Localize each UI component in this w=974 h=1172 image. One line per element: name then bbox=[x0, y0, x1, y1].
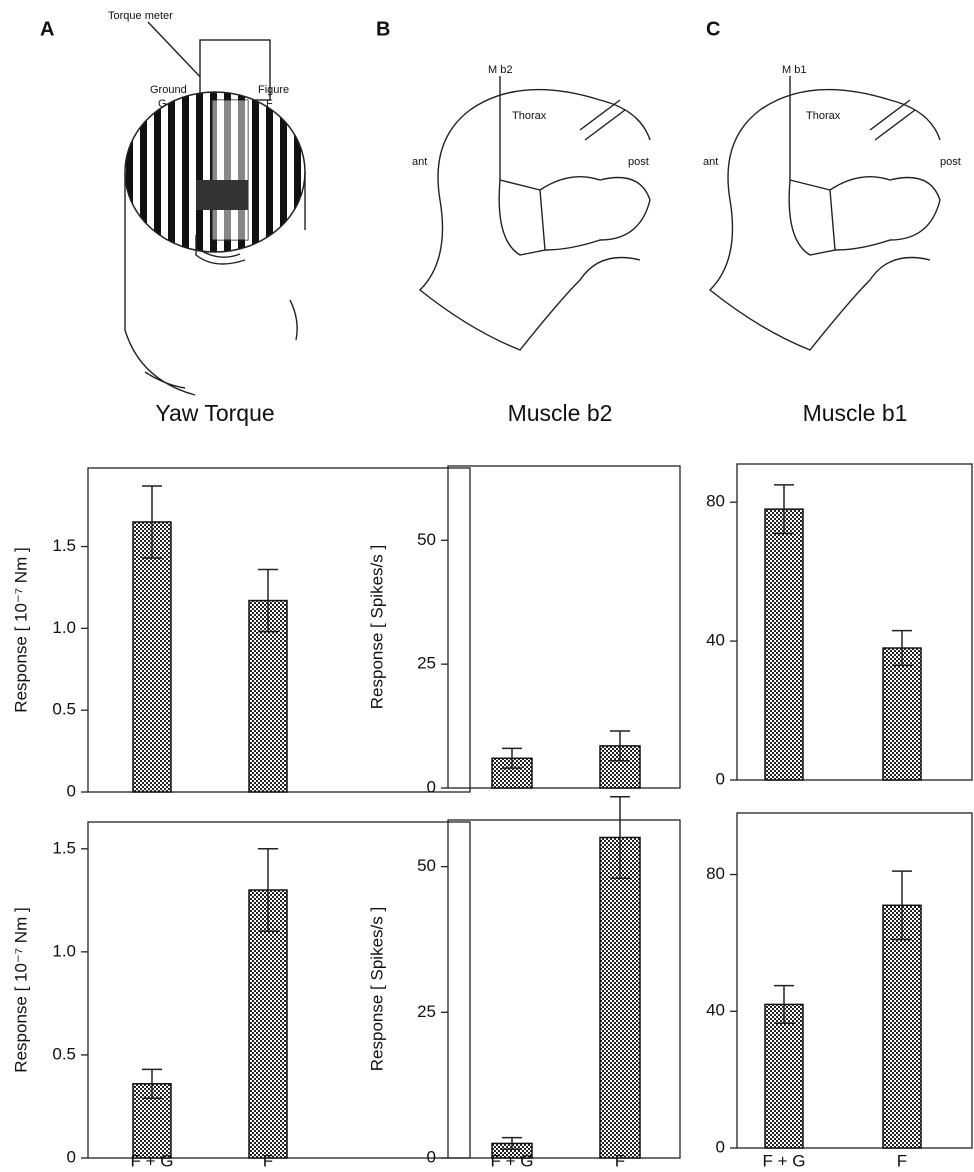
y-tick-label: 25 bbox=[417, 654, 436, 673]
diagram-label: Thorax bbox=[512, 110, 547, 122]
y-tick-label: 1.0 bbox=[52, 618, 76, 637]
y-tick-label: 1.5 bbox=[52, 536, 76, 555]
y-axis-label: Response [ Spikes/s ] bbox=[367, 545, 386, 709]
bar bbox=[883, 905, 921, 1148]
diagram-label: G bbox=[158, 98, 167, 110]
y-tick-label: 0 bbox=[67, 781, 76, 800]
diagram-label: M b2 bbox=[488, 64, 512, 76]
y-tick-label: 50 bbox=[417, 530, 436, 549]
y-tick-label: 0 bbox=[67, 1147, 76, 1166]
y-tick-label: 80 bbox=[706, 864, 725, 883]
diagram-label: ant bbox=[703, 156, 718, 168]
panel-letter: C bbox=[706, 18, 720, 40]
x-tick-label: F + G bbox=[763, 1151, 806, 1170]
y-tick-label: 1.0 bbox=[52, 941, 76, 960]
diagram-label: Figure bbox=[258, 84, 289, 96]
panel-title: Muscle b2 bbox=[508, 400, 613, 426]
bar bbox=[765, 1004, 803, 1148]
diagram-label: Thorax bbox=[806, 110, 841, 122]
x-tick-label: F bbox=[897, 1151, 907, 1170]
y-tick-label: 40 bbox=[706, 631, 725, 650]
diagram-label: ant bbox=[412, 156, 427, 168]
x-tick-label: F bbox=[263, 1151, 273, 1170]
bar bbox=[133, 522, 171, 792]
plot-frame bbox=[448, 466, 680, 788]
bar bbox=[765, 509, 803, 780]
bar bbox=[883, 648, 921, 780]
panel-title: Muscle b1 bbox=[803, 400, 908, 426]
y-tick-label: 0 bbox=[427, 1147, 436, 1166]
panel-letter: B bbox=[376, 18, 390, 40]
torque-apparatus bbox=[125, 22, 305, 395]
y-tick-label: 1.5 bbox=[52, 838, 76, 857]
y-tick-label: 0 bbox=[716, 1137, 725, 1156]
y-axis-label: Response [ 10⁻⁷ Nm ] bbox=[11, 547, 30, 712]
diagram-label: post bbox=[628, 156, 649, 168]
y-tick-label: 50 bbox=[417, 856, 436, 875]
bar bbox=[600, 837, 640, 1158]
diagram-label: M b1 bbox=[782, 64, 806, 76]
x-tick-label: F + G bbox=[491, 1151, 534, 1170]
x-tick-label: F bbox=[615, 1151, 625, 1170]
y-axis-label: Response [ Spikes/s ] bbox=[367, 907, 386, 1071]
y-tick-label: 80 bbox=[706, 492, 725, 511]
y-axis-label: Response [ 10⁻⁷ Nm ] bbox=[11, 907, 30, 1072]
panel-letter: A bbox=[40, 18, 54, 40]
y-tick-label: 0.5 bbox=[52, 1044, 76, 1063]
y-tick-label: 0 bbox=[427, 777, 436, 796]
diagram-label: post bbox=[940, 156, 961, 168]
diagram-label: F bbox=[266, 98, 273, 110]
x-tick-label: F + G bbox=[131, 1151, 174, 1170]
y-tick-label: 40 bbox=[706, 1001, 725, 1020]
y-tick-label: 0.5 bbox=[52, 700, 76, 719]
y-tick-label: 0 bbox=[716, 769, 725, 788]
y-tick-label: 25 bbox=[417, 1002, 436, 1021]
plot-frame bbox=[448, 820, 680, 1158]
diagram-label: Torque meter bbox=[108, 10, 173, 22]
figure: A Torque meter Ground G Figure F Yaw Tor… bbox=[0, 0, 974, 1172]
diagram-label: Ground bbox=[150, 84, 187, 96]
panel-title: Yaw Torque bbox=[155, 400, 274, 426]
